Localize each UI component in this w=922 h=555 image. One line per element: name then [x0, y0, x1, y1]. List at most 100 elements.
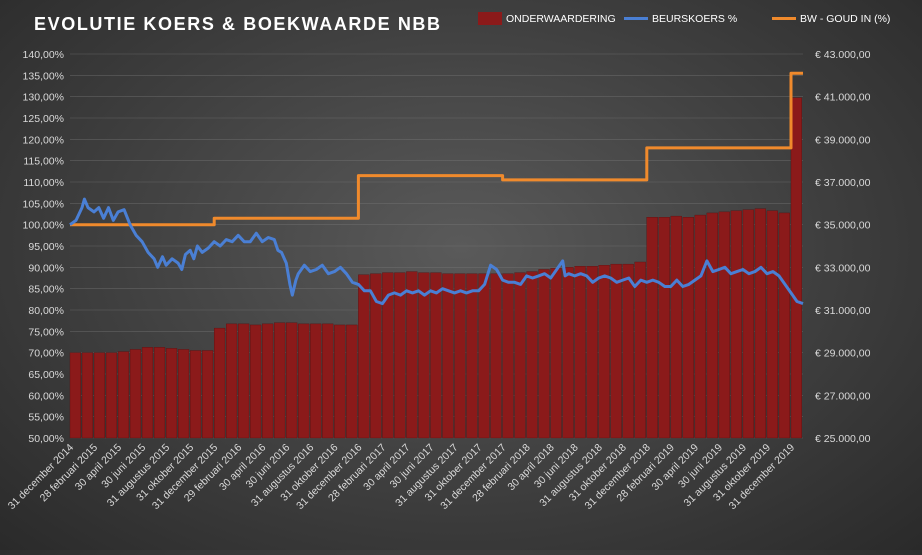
y-left-tick-label: 130,00% — [23, 92, 64, 104]
y-left-tick-label: 90,00% — [28, 262, 64, 274]
onderwaardering-bar — [514, 272, 526, 439]
onderwaardering-bar — [177, 349, 190, 439]
y-right-tick-label: € 27.000,00 — [815, 390, 871, 402]
onderwaardering-bar — [213, 327, 226, 439]
onderwaardering-bar — [310, 323, 322, 439]
onderwaardering-bar — [81, 352, 94, 439]
onderwaardering-bar — [550, 268, 562, 439]
y-left-tick-label: 75,00% — [28, 326, 64, 338]
onderwaardering-bar — [322, 323, 334, 439]
onderwaardering-bar — [670, 215, 682, 439]
onderwaardering-bar — [442, 273, 454, 439]
onderwaardering-bar — [538, 269, 550, 439]
onderwaardering-bar — [250, 324, 262, 439]
onderwaardering-bar — [610, 263, 622, 439]
onderwaardering-bar — [778, 212, 790, 439]
y-left-tick-label: 95,00% — [28, 241, 64, 253]
y-left-tick-label: 120,00% — [23, 134, 64, 146]
legend-label: BW - GOUD IN (%) — [800, 13, 890, 25]
y-left-tick-label: 85,00% — [28, 284, 64, 296]
onderwaardering-bars — [69, 97, 802, 439]
onderwaardering-bar — [141, 347, 154, 439]
onderwaardering-bar — [742, 209, 754, 439]
y-left-tick-label: 110,00% — [23, 177, 64, 189]
y-left-tick-label: 70,00% — [28, 348, 64, 360]
onderwaardering-bar — [298, 323, 310, 439]
onderwaardering-bar — [334, 324, 346, 439]
onderwaardering-bar — [226, 323, 238, 439]
onderwaardering-bar — [382, 272, 394, 439]
y-right-tick-label: € 43.000,00 — [815, 49, 871, 61]
onderwaardering-bar — [153, 347, 166, 439]
beurskoers-line — [69, 197, 804, 306]
onderwaardering-bar — [706, 212, 718, 439]
onderwaardering-bar — [418, 272, 430, 439]
legend-label: ONDERWAARDERING — [506, 13, 616, 25]
onderwaardering-bar — [562, 267, 574, 439]
y-axis-right: € 25.000,00 € 27.000,00 € 29.000,00 € 31.00… — [815, 49, 871, 445]
onderwaardering-bar — [730, 210, 742, 439]
y-right-tick-label: € 33.000,00 — [815, 262, 871, 274]
legend: ONDERWAARDERING BEURSKOERS % BW - GOUD IN … — [478, 12, 890, 25]
y-right-tick-label: € 41.000,00 — [815, 92, 871, 104]
onderwaardering-bar — [502, 273, 514, 439]
y-left-tick-label: 80,00% — [28, 305, 64, 317]
onderwaardering-bar — [430, 272, 442, 439]
onderwaardering-bar — [394, 272, 406, 439]
legend-label: BEURSKOERS % — [652, 13, 737, 25]
onderwaardering-bar — [694, 214, 706, 439]
onderwaardering-bar — [478, 273, 490, 439]
line-series — [69, 71, 804, 306]
onderwaardering-bar — [105, 352, 118, 439]
y-left-tick-label: 60,00% — [28, 390, 64, 402]
y-left-tick-label: 50,00% — [28, 433, 64, 445]
legend-swatch — [478, 12, 502, 25]
onderwaardering-bar — [658, 216, 670, 439]
y-axis-left: 50,00% 55,00% 60,00% 65,00% 70,00% 75,00% 80,0… — [23, 49, 64, 445]
onderwaardering-bar — [346, 324, 358, 439]
onderwaardering-bar — [526, 271, 538, 439]
onderwaardering-bar — [370, 273, 382, 439]
y-left-tick-label: 55,00% — [28, 412, 64, 424]
y-left-tick-label: 125,00% — [23, 113, 64, 125]
onderwaardering-bar — [93, 352, 106, 439]
onderwaardering-bar — [286, 322, 298, 439]
onderwaardering-bar — [622, 263, 634, 439]
onderwaardering-bar — [598, 265, 610, 439]
onderwaardering-bar — [634, 261, 646, 439]
onderwaardering-bar — [718, 211, 730, 439]
y-right-tick-label: € 39.000,00 — [815, 134, 871, 146]
onderwaardering-bar — [129, 349, 142, 439]
onderwaardering-bar — [201, 350, 214, 439]
y-left-tick-label: 115,00% — [23, 156, 64, 168]
onderwaardering-bar — [406, 271, 418, 439]
onderwaardering-bar — [274, 322, 286, 439]
onderwaardering-bar — [69, 352, 82, 439]
onderwaardering-bar — [646, 216, 658, 439]
onderwaardering-bar — [682, 216, 694, 439]
y-right-tick-label: € 31.000,00 — [815, 305, 871, 317]
onderwaardering-bar — [766, 210, 778, 439]
onderwaardering-bar — [189, 350, 202, 439]
onderwaardering-bar — [790, 97, 802, 439]
onderwaardering-bar — [466, 273, 478, 439]
onderwaardering-bar — [490, 273, 502, 439]
onderwaardering-bar — [358, 274, 370, 439]
y-right-tick-label: € 35.000,00 — [815, 220, 871, 232]
onderwaardering-bar — [754, 208, 766, 439]
onderwaardering-bar — [586, 266, 598, 439]
y-left-tick-label: 105,00% — [23, 198, 64, 210]
onderwaardering-bar — [165, 348, 178, 439]
y-right-tick-label: € 25.000,00 — [815, 433, 871, 445]
y-right-tick-label: € 29.000,00 — [815, 348, 871, 360]
y-right-tick-label: € 37.000,00 — [815, 177, 871, 189]
onderwaardering-bar — [238, 323, 250, 439]
onderwaardering-bar — [574, 266, 586, 439]
onderwaardering-bar — [454, 273, 466, 439]
onderwaardering-bar — [117, 351, 130, 439]
chart-title: EVOLUTIE KOERS & BOEKWAARDE NBB — [34, 14, 442, 34]
y-left-tick-label: 65,00% — [28, 369, 64, 381]
